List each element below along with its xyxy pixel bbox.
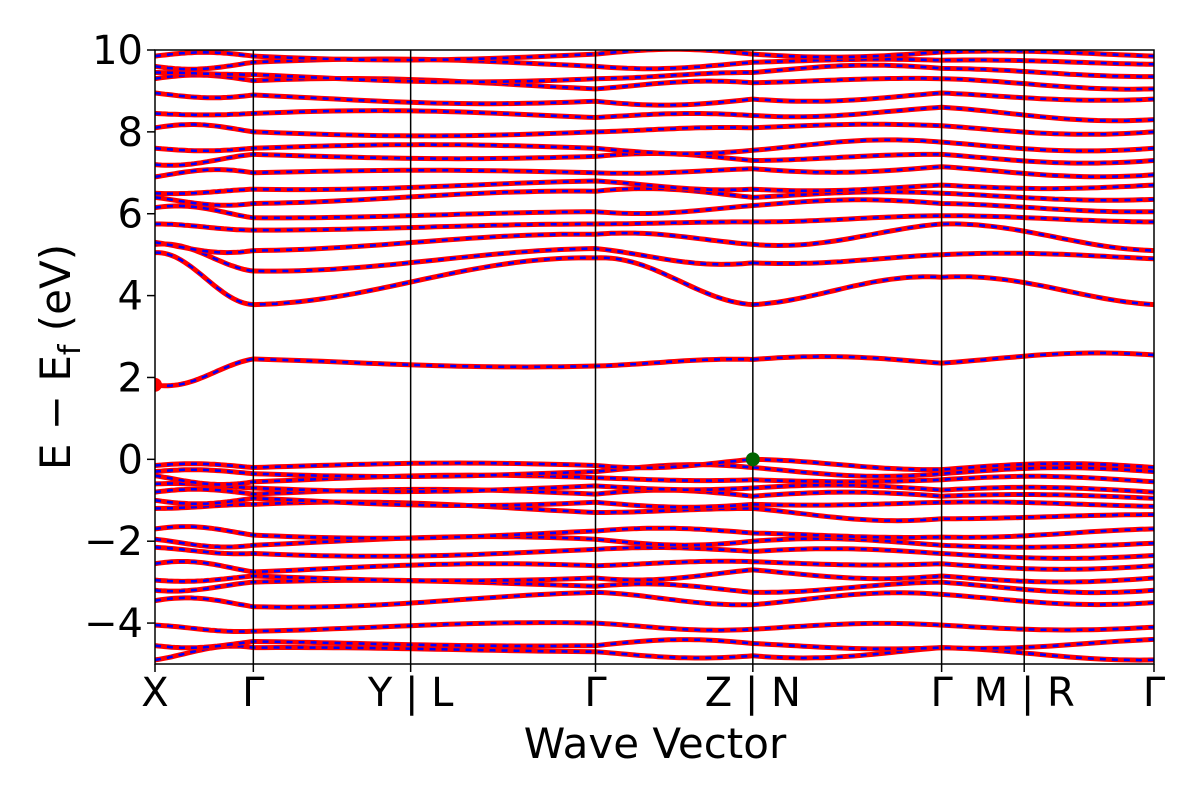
band-line-spin-down bbox=[752, 91, 1154, 103]
band-line-spin-down bbox=[752, 483, 1154, 494]
cbm-marker bbox=[155, 377, 162, 392]
band-line-spin-down bbox=[752, 77, 1154, 91]
band-line-spin-down bbox=[752, 466, 1154, 478]
band-line-spin-down bbox=[752, 153, 1154, 165]
vbm-marker bbox=[745, 452, 760, 467]
band-line-spin-down bbox=[752, 507, 1154, 522]
band-line-spin-down bbox=[155, 109, 753, 119]
y-tick-label: 0 bbox=[118, 437, 143, 483]
band-line-spin-down bbox=[752, 138, 1154, 153]
band-line-spin-down bbox=[752, 547, 1154, 560]
band-line-spin-down bbox=[155, 638, 753, 650]
band-line-spin-down bbox=[752, 58, 1154, 66]
x-tick-label: M | R bbox=[974, 670, 1075, 716]
band-line-spin-down bbox=[155, 568, 753, 583]
x-tick-label: X bbox=[141, 670, 168, 716]
band-line-spin-down bbox=[155, 621, 753, 633]
band-line-spin-down bbox=[155, 591, 753, 609]
x-tick-label: Γ bbox=[1143, 670, 1166, 716]
x-ticks: X Γ Y | L Γ Z | N Γ M | R Γ bbox=[141, 664, 1166, 716]
x-tick-label: Γ bbox=[242, 670, 265, 716]
band-line-spin-down bbox=[155, 220, 753, 232]
band-line-spin-down bbox=[155, 91, 753, 107]
band-line-spin-down bbox=[155, 560, 753, 574]
band-line-spin-down bbox=[752, 198, 1154, 214]
plot-frame bbox=[154, 49, 1155, 665]
band-line-spin-down bbox=[155, 496, 753, 509]
band-line-spin-down bbox=[752, 622, 1154, 632]
band-line-spin-down bbox=[752, 527, 1154, 539]
x-tick-label: Y | L bbox=[367, 670, 454, 716]
y-tick-label: 10 bbox=[92, 28, 143, 74]
y-tick-label: −4 bbox=[84, 601, 143, 647]
y-tick-label: −2 bbox=[84, 519, 143, 565]
kpoint-lines bbox=[252, 50, 1025, 664]
x-tick-label: Z | N bbox=[705, 670, 801, 716]
band-line-spin-down bbox=[752, 190, 1154, 202]
band-line-spin-down bbox=[155, 525, 753, 540]
y-axis-label: E − Ef (eV) bbox=[31, 244, 88, 470]
x-axis-label: Wave Vector bbox=[524, 719, 787, 768]
band-line-spin-down bbox=[155, 71, 753, 84]
x-tick-label: Γ bbox=[930, 670, 953, 716]
band-line-spin-down bbox=[752, 500, 1154, 508]
band-line-spin-down bbox=[155, 179, 753, 195]
y-tick-label: 2 bbox=[118, 355, 143, 401]
band-line-spin-down bbox=[155, 251, 753, 306]
band-line-spin-down bbox=[752, 63, 1154, 78]
band-line-spin-down bbox=[752, 638, 1154, 651]
band-line-spin-down bbox=[752, 475, 1154, 484]
band-line-spin-down bbox=[155, 231, 753, 254]
band-line-spin-down bbox=[155, 458, 753, 470]
band-line-spin-down bbox=[155, 473, 753, 486]
band-line-spin-down bbox=[752, 106, 1154, 122]
y-tick-label: 8 bbox=[118, 110, 143, 156]
x-tick-label: Γ bbox=[584, 670, 607, 716]
band-line-spin-down bbox=[752, 580, 1154, 594]
band-line-spin-down bbox=[752, 50, 1154, 59]
band-line-spin-down bbox=[155, 357, 753, 387]
band-line-spin-down bbox=[752, 591, 1154, 606]
band-line-spin-down bbox=[752, 222, 1154, 252]
band-line-spin-down bbox=[155, 546, 753, 558]
band-line-spin-down bbox=[155, 57, 753, 71]
band-line-spin-down bbox=[752, 275, 1154, 306]
band-line-spin-down bbox=[752, 646, 1154, 662]
y-tick-label: 6 bbox=[118, 192, 143, 238]
y-tick-label: 4 bbox=[118, 274, 143, 320]
band-line-spin-down bbox=[752, 560, 1154, 571]
band-line-spin-down bbox=[752, 351, 1154, 365]
band-line-spin-down bbox=[155, 204, 753, 220]
band-line-spin-down bbox=[752, 183, 1154, 193]
band-line-spin-down bbox=[752, 568, 1154, 584]
band-line-spin-down bbox=[752, 458, 1154, 471]
band-line-spin-down bbox=[155, 579, 753, 594]
band-line-spin-down bbox=[155, 123, 753, 138]
band-line-spin-down bbox=[752, 214, 1154, 224]
band-line-spin-down bbox=[155, 535, 753, 549]
band-line-spin-down bbox=[155, 50, 753, 62]
band-line-spin-down bbox=[752, 490, 1154, 500]
band-edge-markers bbox=[155, 377, 760, 467]
band-line-spin-down bbox=[752, 122, 1154, 136]
y-ticks: −4 −2 0 2 4 6 8 10 bbox=[84, 28, 155, 647]
band-line-spin-down bbox=[155, 167, 753, 179]
band-line-spin-down bbox=[752, 251, 1154, 265]
band-line-spin-down bbox=[155, 143, 753, 156]
band-line-spin-down bbox=[155, 242, 753, 273]
band-line-spin-down bbox=[752, 165, 1154, 178]
band-line-spin-down bbox=[752, 537, 1154, 549]
